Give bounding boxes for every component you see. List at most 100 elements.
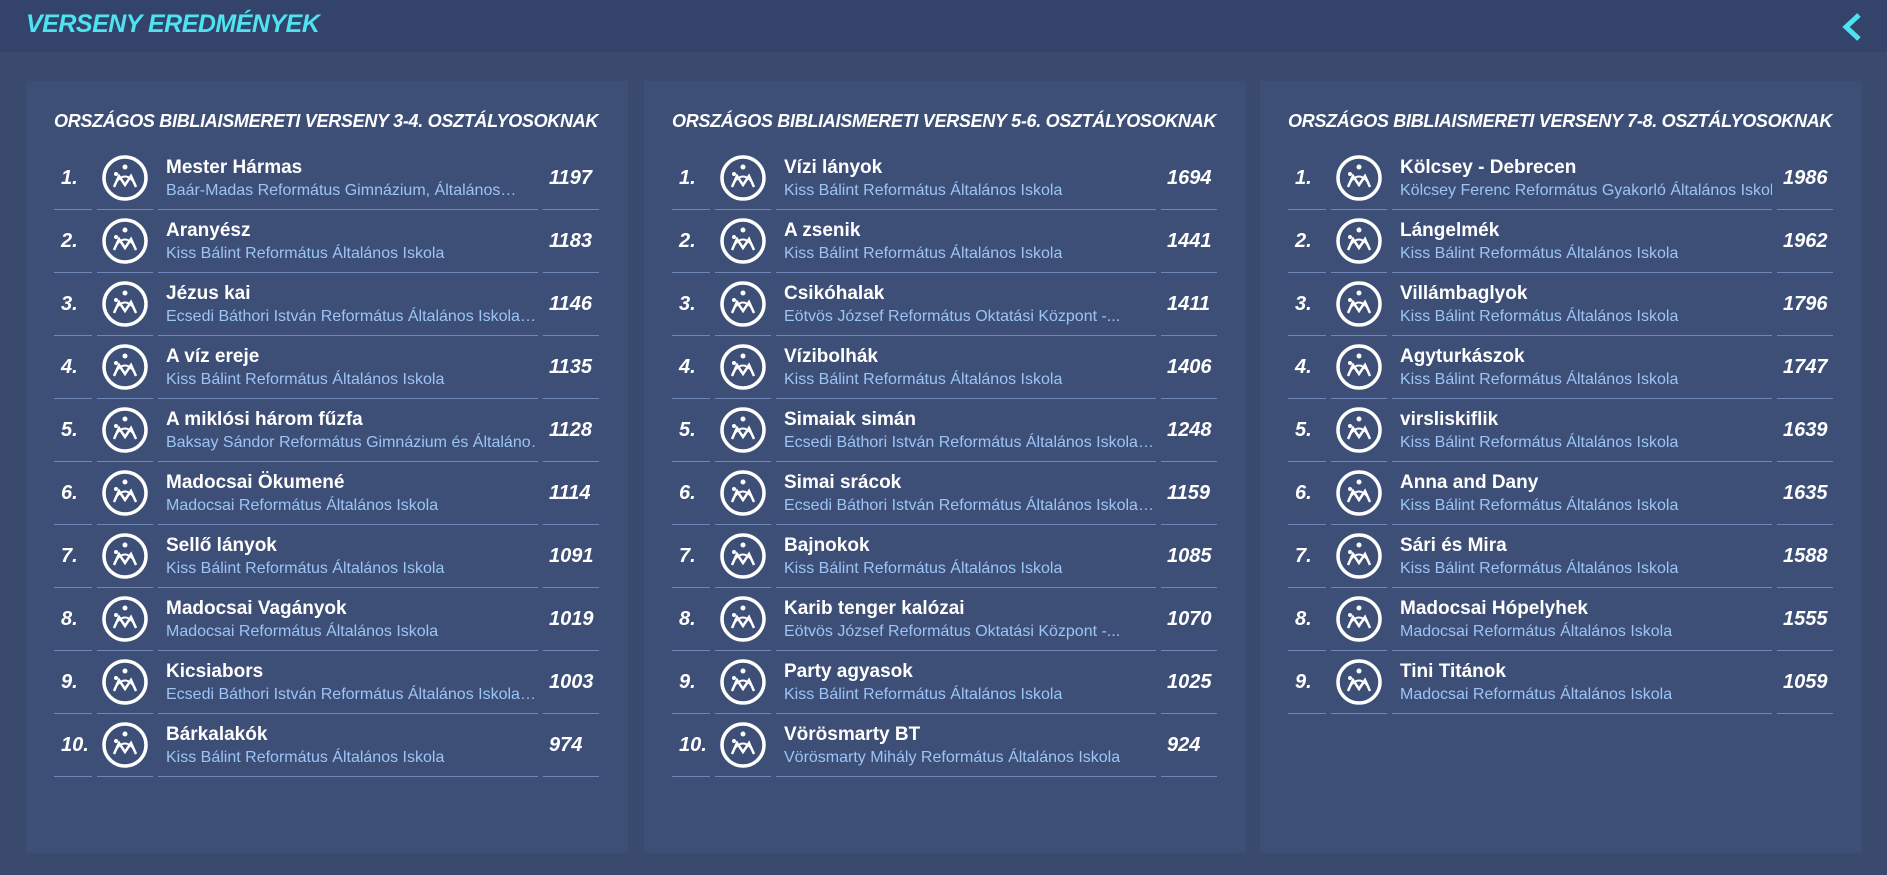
school-name: Baár-Madas Református Gimnázium, Általán… bbox=[166, 182, 517, 199]
team-name: Madocsai Vagányok bbox=[166, 598, 347, 619]
team-cell: Csikóhalak Eötvös József Református Oktat… bbox=[776, 273, 1156, 336]
school-name: Kiss Bálint Református Általános Iskola bbox=[1400, 560, 1679, 577]
team-name: Lángelmék bbox=[1400, 220, 1500, 241]
team-name: Aranyész bbox=[166, 220, 251, 241]
rank: 5. bbox=[54, 399, 92, 462]
rank: 8. bbox=[54, 588, 92, 651]
icon-cell bbox=[1331, 651, 1387, 714]
icon-cell bbox=[715, 714, 771, 777]
icon-cell bbox=[715, 336, 771, 399]
team-name: virsliskiflik bbox=[1400, 409, 1499, 430]
school-name: Kiss Bálint Református Általános Iskola bbox=[784, 371, 1063, 388]
school-name: Madocsai Református Általános Iskola bbox=[1400, 623, 1673, 640]
team-name: Vörösmarty BT bbox=[784, 724, 921, 745]
icon-cell bbox=[1331, 462, 1387, 525]
team-name: Bajnokok bbox=[784, 535, 870, 556]
result-row: 6. Simai srácok Ecsedi Báthori István Refo… bbox=[672, 462, 1218, 525]
icon-cell bbox=[715, 462, 771, 525]
rank: 6. bbox=[1288, 462, 1326, 525]
school-name: Eötvös József Református Oktatási Közpon… bbox=[784, 623, 1121, 640]
team-icon bbox=[720, 533, 766, 579]
result-row: 9. Party agyasok Kiss Bálint Református Ál… bbox=[672, 651, 1218, 714]
team-cell: Anna and Dany Kiss Bálint Református Álta… bbox=[1392, 462, 1772, 525]
leaderboard-panel: ORSZÁGOS BIBLIAISMERETI VERSENY 5-6. OSZ… bbox=[644, 81, 1246, 853]
team-cell: Vörösmarty BT Vörösmarty Mihály Reformátu… bbox=[776, 714, 1156, 777]
result-row: 9. Kicsiabors Ecsedi Báthori István Reform… bbox=[54, 651, 600, 714]
rank: 7. bbox=[1288, 525, 1326, 588]
icon-cell bbox=[715, 588, 771, 651]
rank: 3. bbox=[54, 273, 92, 336]
result-row: 10. Bárkalakók Kiss Bálint Református Álta… bbox=[54, 714, 600, 777]
school-name: Kiss Bálint Református Általános Iskola bbox=[1400, 308, 1679, 325]
leaderboard-panel: ORSZÁGOS BIBLIAISMERETI VERSENY 3-4. OSZ… bbox=[26, 81, 628, 853]
school-name: Vörösmarty Mihály Református Általános I… bbox=[784, 749, 1121, 766]
score: 1146 bbox=[543, 273, 599, 336]
team-cell: Vízi lányok Kiss Bálint Református Általá… bbox=[776, 147, 1156, 210]
team-cell: Madocsai Hópelyhek Madocsai Református Ál… bbox=[1392, 588, 1772, 651]
result-row: 1. Vízi lányok Kiss Bálint Református Álta… bbox=[672, 147, 1218, 210]
team-icon bbox=[102, 659, 148, 705]
score: 1635 bbox=[1777, 462, 1833, 525]
rank: 6. bbox=[54, 462, 92, 525]
school-name: Kiss Bálint Református Általános Iskola bbox=[1400, 434, 1679, 451]
leaderboard-panel: ORSZÁGOS BIBLIAISMERETI VERSENY 7-8. OSZ… bbox=[1260, 81, 1862, 853]
result-row: 3. Csikóhalak Eötvös József Református Okt… bbox=[672, 273, 1218, 336]
score: 1694 bbox=[1161, 147, 1217, 210]
score: 1059 bbox=[1777, 651, 1833, 714]
school-name: Madocsai Református Általános Iskola bbox=[166, 623, 439, 640]
result-row: 7. Bajnokok Kiss Bálint Református Általán… bbox=[672, 525, 1218, 588]
icon-cell bbox=[715, 273, 771, 336]
result-row: 1. Mester Hármas Baár-Madas Református Gim… bbox=[54, 147, 600, 210]
team-icon bbox=[720, 218, 766, 264]
team-name: Tini Titánok bbox=[1400, 661, 1506, 682]
result-row: 10. Vörösmarty BT Vörösmarty Mihály Reform… bbox=[672, 714, 1218, 777]
team-icon bbox=[102, 596, 148, 642]
rank: 2. bbox=[672, 210, 710, 273]
team-icon bbox=[102, 722, 148, 768]
team-name: Anna and Dany bbox=[1400, 472, 1539, 493]
team-cell: Mester Hármas Baár-Madas Református Gimná… bbox=[158, 147, 538, 210]
panel-title: ORSZÁGOS BIBLIAISMERETI VERSENY 7-8. OSZ… bbox=[1288, 111, 1833, 131]
school-name: Ecsedi Báthori István Református Általán… bbox=[784, 434, 1154, 451]
team-icon bbox=[720, 344, 766, 390]
icon-cell bbox=[715, 147, 771, 210]
score: 1019 bbox=[543, 588, 599, 651]
back-button[interactable] bbox=[1841, 12, 1863, 42]
score: 1183 bbox=[543, 210, 599, 273]
icon-cell bbox=[97, 714, 153, 777]
team-icon bbox=[1336, 281, 1382, 327]
rank: 10. bbox=[672, 714, 710, 777]
team-icon bbox=[720, 155, 766, 201]
score: 1248 bbox=[1161, 399, 1217, 462]
team-cell: Karib tenger kalózai Eötvös József Reform… bbox=[776, 588, 1156, 651]
icon-cell bbox=[97, 588, 153, 651]
rank: 9. bbox=[1288, 651, 1326, 714]
school-name: Kiss Bálint Református Általános Iskola bbox=[784, 560, 1063, 577]
rank: 7. bbox=[54, 525, 92, 588]
team-cell: Madocsai Vagányok Madocsai Református Ált… bbox=[158, 588, 538, 651]
rank: 1. bbox=[54, 147, 92, 210]
team-cell: Bárkalakók Kiss Bálint Református Általán… bbox=[158, 714, 538, 777]
team-name: Vízibolhák bbox=[784, 346, 878, 367]
score: 1135 bbox=[543, 336, 599, 399]
team-icon bbox=[1336, 533, 1382, 579]
rank: 3. bbox=[1288, 273, 1326, 336]
result-row: 3. Jézus kai Ecsedi Báthori István Reformá… bbox=[54, 273, 600, 336]
rank: 8. bbox=[1288, 588, 1326, 651]
header: VERSENY EREDMÉNYEK bbox=[0, 0, 1887, 52]
icon-cell bbox=[97, 399, 153, 462]
rank: 9. bbox=[54, 651, 92, 714]
team-icon bbox=[1336, 155, 1382, 201]
score: 1796 bbox=[1777, 273, 1833, 336]
team-cell: Vízibolhák Kiss Bálint Református Általán… bbox=[776, 336, 1156, 399]
team-icon bbox=[720, 722, 766, 768]
score: 1025 bbox=[1161, 651, 1217, 714]
result-row: 8. Madocsai Vagányok Madocsai Református Á… bbox=[54, 588, 600, 651]
result-row: 5. Simaiak simán Ecsedi Báthori István Ref… bbox=[672, 399, 1218, 462]
result-row: 4. A víz ereje Kiss Bálint Református Álta… bbox=[54, 336, 600, 399]
score: 1003 bbox=[543, 651, 599, 714]
icon-cell bbox=[97, 273, 153, 336]
score: 1747 bbox=[1777, 336, 1833, 399]
icon-cell bbox=[1331, 210, 1387, 273]
